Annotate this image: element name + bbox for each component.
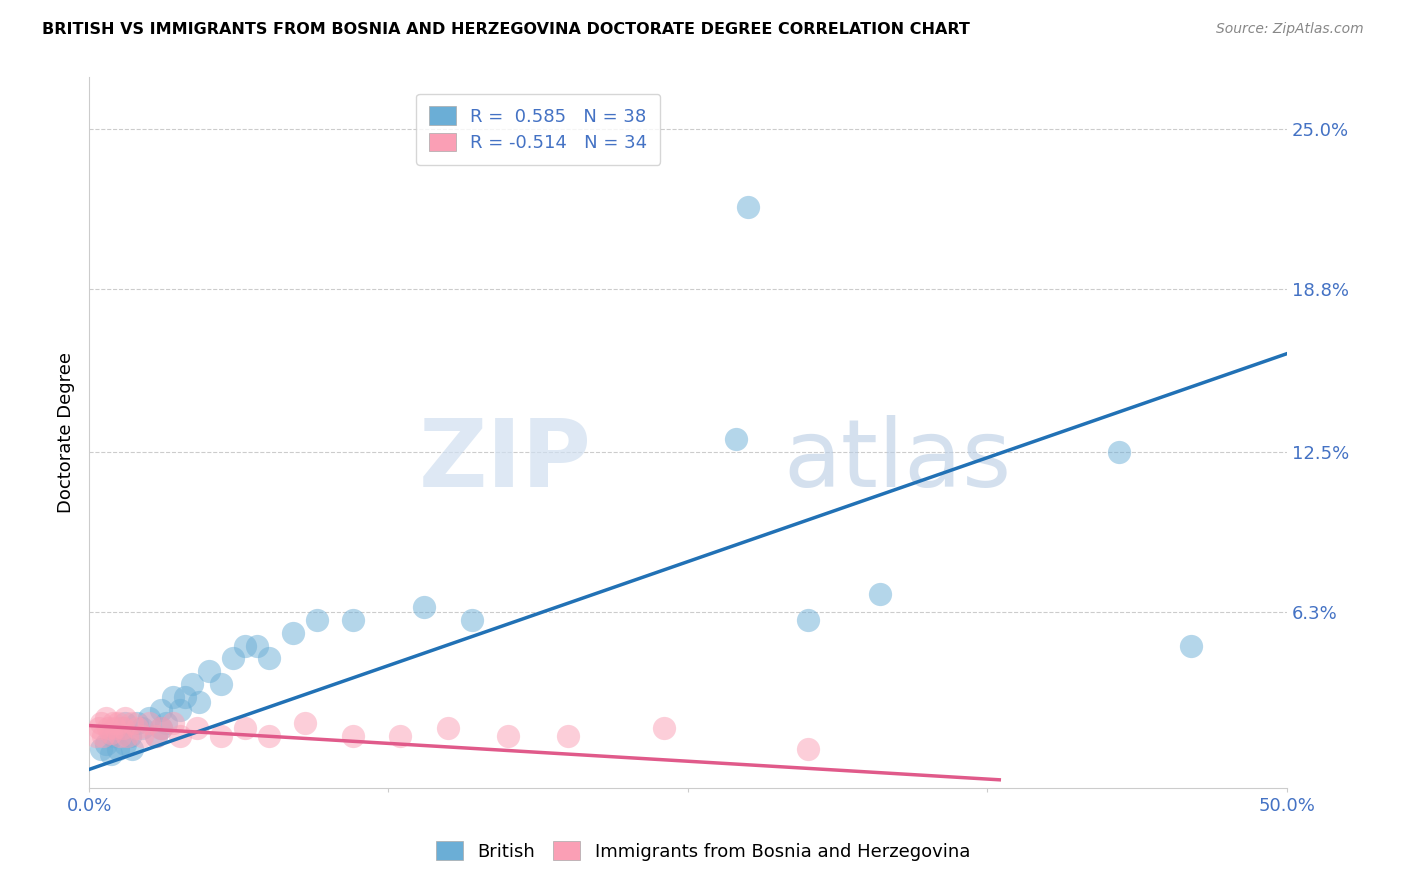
Point — [869, 587, 891, 601]
Point — [796, 741, 818, 756]
Text: atlas: atlas — [783, 415, 1012, 507]
Point — [111, 721, 134, 735]
Point — [138, 711, 160, 725]
Point — [1108, 445, 1130, 459]
Point — [162, 690, 184, 705]
Text: Source: ZipAtlas.com: Source: ZipAtlas.com — [1216, 22, 1364, 37]
Point — [149, 721, 172, 735]
Point — [114, 737, 136, 751]
Point — [90, 716, 112, 731]
Point — [342, 613, 364, 627]
Point — [169, 729, 191, 743]
Point — [281, 625, 304, 640]
Point — [169, 703, 191, 717]
Point — [181, 677, 204, 691]
Point — [101, 729, 124, 743]
Point — [557, 729, 579, 743]
Point — [652, 721, 675, 735]
Point — [257, 729, 280, 743]
Point — [257, 651, 280, 665]
Point — [294, 716, 316, 731]
Point — [108, 729, 131, 743]
Point — [131, 729, 153, 743]
Point — [724, 432, 747, 446]
Point — [342, 729, 364, 743]
Y-axis label: Doctorate Degree: Doctorate Degree — [58, 352, 75, 513]
Point — [233, 639, 256, 653]
Point — [104, 721, 127, 735]
Text: ZIP: ZIP — [419, 415, 592, 507]
Point — [737, 200, 759, 214]
Point — [121, 716, 143, 731]
Point — [87, 721, 110, 735]
Point — [233, 721, 256, 735]
Point — [101, 716, 124, 731]
Point — [131, 721, 153, 735]
Point — [117, 729, 139, 743]
Point — [209, 677, 232, 691]
Point — [90, 741, 112, 756]
Point — [461, 613, 484, 627]
Point — [155, 716, 177, 731]
Point — [305, 613, 328, 627]
Point — [162, 716, 184, 731]
Point — [413, 599, 436, 614]
Text: BRITISH VS IMMIGRANTS FROM BOSNIA AND HERZEGOVINA DOCTORATE DEGREE CORRELATION C: BRITISH VS IMMIGRANTS FROM BOSNIA AND HE… — [42, 22, 970, 37]
Point — [188, 695, 211, 709]
Point — [145, 729, 167, 743]
Point — [121, 741, 143, 756]
Point — [107, 716, 129, 731]
Point — [118, 729, 141, 743]
Point — [437, 721, 460, 735]
Point — [1180, 639, 1202, 653]
Point — [173, 690, 195, 705]
Point — [111, 721, 134, 735]
Point — [145, 729, 167, 743]
Point — [94, 711, 117, 725]
Point — [389, 729, 412, 743]
Point — [138, 716, 160, 731]
Point — [114, 711, 136, 725]
Legend: British, Immigrants from Bosnia and Herzegovina: British, Immigrants from Bosnia and Herz… — [427, 832, 979, 870]
Point — [107, 741, 129, 756]
Point — [94, 737, 117, 751]
Point — [149, 721, 172, 735]
Point — [496, 729, 519, 743]
Point — [84, 729, 107, 743]
Point — [93, 729, 115, 743]
Legend: R =  0.585   N = 38, R = -0.514   N = 34: R = 0.585 N = 38, R = -0.514 N = 34 — [416, 94, 661, 165]
Point — [149, 703, 172, 717]
Point — [209, 729, 232, 743]
Point — [125, 721, 148, 735]
Point — [97, 721, 120, 735]
Point — [198, 665, 221, 679]
Point — [186, 721, 208, 735]
Point — [796, 613, 818, 627]
Point — [100, 726, 122, 740]
Point — [125, 716, 148, 731]
Point — [246, 639, 269, 653]
Point — [222, 651, 245, 665]
Point — [114, 716, 136, 731]
Point — [100, 747, 122, 761]
